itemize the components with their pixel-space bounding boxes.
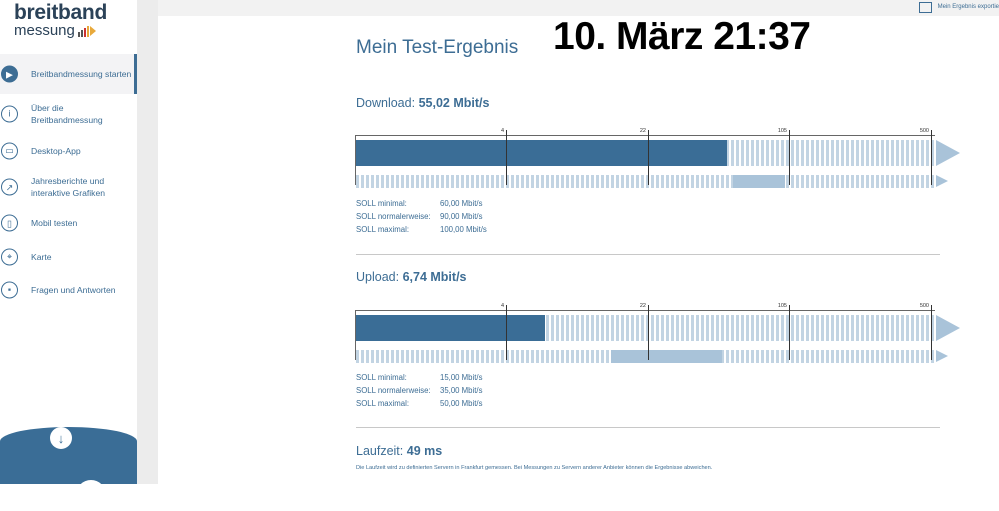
top-bar: Mein Ergebnis exportie	[158, 0, 999, 16]
sidebar-item-label: Desktop-App	[31, 145, 81, 156]
upload-soll-list: SOLL minimal: 15,00 Mbit/s SOLL normalerw…	[356, 371, 482, 410]
chat-icon: ▪	[1, 281, 18, 298]
upload-target-range	[610, 350, 722, 363]
sidebar-item-label: Breitbandmessung starten	[31, 69, 132, 79]
scale-tick	[789, 305, 790, 360]
sidebar-nav: ▶ Breitbandmessung starten i Über die Br…	[0, 54, 137, 306]
download-soll-list: SOLL minimal: 60,00 Mbit/s SOLL normalerw…	[356, 197, 487, 236]
main-content	[158, 16, 999, 484]
download-label: Download:	[356, 96, 416, 110]
scale-tick	[648, 305, 649, 360]
scale-label: 22	[639, 303, 646, 309]
latency-title: Laufzeit: 49 ms	[356, 444, 442, 458]
scale-tick	[648, 130, 649, 185]
scale-label: 4	[500, 303, 504, 309]
scale-tick	[506, 130, 507, 185]
scroll-down-icon[interactable]: ↓	[50, 427, 72, 449]
mobile-icon: ▯	[1, 214, 18, 232]
monitor-icon: ▭	[1, 142, 18, 159]
sidebar-item-desktop-app[interactable]: ▭ Desktop-App	[0, 133, 137, 168]
sidebar-item-label: Über die Breitbandmessung	[31, 102, 103, 125]
download-target-bar	[356, 175, 936, 188]
arrow-right-icon	[936, 315, 960, 341]
download-value: 55,02 Mbit/s	[418, 96, 490, 110]
sidebar-gutter	[137, 0, 158, 484]
map-pin-icon: ⌖	[1, 248, 18, 265]
export-result-link[interactable]: Mein Ergebnis exportie	[918, 0, 999, 14]
soll-row: SOLL minimal: 60,00 Mbit/s	[356, 199, 483, 208]
sidebar-item-map[interactable]: ⌖ Karte	[0, 240, 137, 273]
arrow-right-icon	[936, 175, 948, 187]
upload-value: 6,74 Mbit/s	[402, 270, 467, 284]
sidebar-item-label: Mobil testen	[31, 218, 78, 228]
upload-bar-fill	[356, 315, 546, 341]
sidebar-item-faq[interactable]: ▪ Fragen und Antworten	[0, 273, 137, 306]
download-target-range	[733, 175, 786, 188]
scale-label: 105	[777, 128, 787, 134]
latency-label: Laufzeit:	[356, 444, 404, 458]
download-title: Download: 55,02 Mbit/s	[356, 96, 489, 110]
sidebar-item-mobile[interactable]: ▯ Mobil testen	[0, 206, 137, 240]
signal-bars-icon	[77, 25, 89, 37]
scale-tick	[931, 130, 932, 185]
sidebar-item-about[interactable]: i Über die Breitbandmessung	[0, 94, 137, 133]
scale-label: 500	[919, 128, 929, 134]
latency-value: 49 ms	[406, 444, 443, 458]
sidebar-footer-circle	[76, 480, 106, 484]
download-gauge: 4 22 105 500	[355, 128, 961, 188]
logo-text-main: breitband	[14, 1, 107, 24]
divider	[356, 427, 940, 428]
download-bar-fill	[356, 140, 728, 166]
download-bar	[356, 140, 936, 166]
sidebar-item-label: Jahresberichte und interaktive Grafiken	[31, 176, 106, 198]
upload-bar	[356, 315, 936, 341]
soll-row: SOLL maximal: 50,00 Mbit/s	[356, 399, 483, 408]
upload-label: Upload:	[356, 270, 400, 284]
scale-label: 4	[500, 128, 504, 134]
info-icon: i	[1, 105, 18, 122]
upload-target-bar	[356, 350, 936, 363]
scale-tick	[506, 305, 507, 360]
scale-tick	[789, 130, 790, 185]
logo-arrow-icon	[89, 25, 96, 36]
soll-row: SOLL minimal: 15,00 Mbit/s	[356, 373, 483, 382]
timestamp-overlay: 10. März 21:37	[553, 15, 811, 58]
arrow-right-icon	[936, 140, 960, 166]
sidebar-item-label: Fragen und Antworten	[31, 284, 116, 295]
sidebar-item-label: Karte	[31, 251, 52, 262]
upload-title: Upload: 6,74 Mbit/s	[356, 270, 467, 284]
scale-tick	[931, 305, 932, 360]
sidebar-item-reports[interactable]: ↗ Jahresberichte und interaktive Grafike…	[0, 168, 137, 206]
play-icon: ▶	[1, 65, 18, 83]
sidebar: breitband messung ▶ Breitbandmessung sta…	[0, 0, 137, 484]
scale-label: 105	[777, 303, 787, 309]
divider	[356, 254, 940, 255]
arrow-right-icon	[936, 350, 948, 362]
soll-row: SOLL normalerweise: 90,00 Mbit/s	[356, 212, 483, 221]
page-title: Mein Test-Ergebnis	[356, 37, 519, 58]
export-icon	[918, 1, 932, 13]
export-label: Mein Ergebnis exportie	[937, 4, 999, 10]
sidebar-item-start[interactable]: ▶ Breitbandmessung starten	[0, 54, 137, 94]
soll-row: SOLL maximal: 100,00 Mbit/s	[356, 225, 487, 234]
logo[interactable]: breitband messung	[14, 2, 129, 40]
latency-note: Die Laufzeit wird zu definierten Servern…	[356, 465, 713, 471]
logo-text-sub: messung	[14, 22, 75, 39]
scale-label: 500	[919, 303, 929, 309]
upload-gauge: 4 22 105 500	[355, 303, 961, 363]
chart-icon: ↗	[1, 178, 18, 196]
soll-row: SOLL normalerweise: 35,00 Mbit/s	[356, 386, 483, 395]
scale-label: 22	[639, 128, 646, 134]
